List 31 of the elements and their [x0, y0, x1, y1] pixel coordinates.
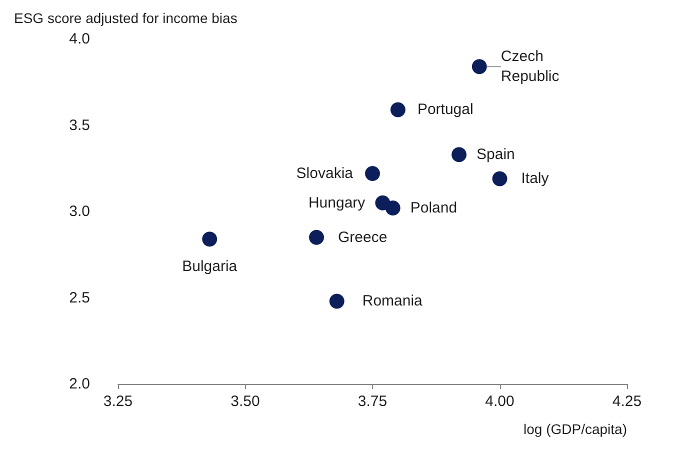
x-tick-label: 3.50	[230, 393, 260, 410]
point	[309, 230, 324, 245]
point	[385, 200, 400, 216]
point	[329, 294, 344, 309]
data-label: Czech Republic	[500, 48, 560, 86]
point	[492, 171, 508, 186]
data-label: Hungary	[308, 194, 366, 212]
y-tick-label: 3.5	[69, 116, 90, 134]
x-tick-label: 4.00	[485, 393, 514, 410]
data-label: Portugal	[417, 101, 474, 118]
data-label: Slovakia	[296, 165, 354, 182]
y-tick-label: 2.5	[69, 289, 90, 306]
y-tick-label: 2.0	[69, 376, 90, 392]
y-tick-label: 4.0	[69, 30, 90, 48]
point	[365, 166, 380, 182]
point	[452, 147, 467, 162]
y-tick-label: 3.0	[69, 203, 90, 220]
x-tick-label: 3.25	[103, 393, 133, 410]
data-label: Greece	[338, 228, 388, 246]
data-label: Romania	[362, 292, 424, 310]
point	[472, 59, 487, 74]
x-axis-title: log (GDP/capita)	[524, 421, 627, 437]
x-tick-label: 3.75	[358, 393, 388, 410]
data-label: Italy	[521, 170, 550, 188]
x-tick-label: 4.25	[612, 393, 642, 410]
data-label: Poland	[410, 200, 458, 217]
y-axis-title: ESG score adjusted for income bias	[14, 10, 238, 26]
point	[390, 102, 406, 118]
point	[202, 232, 218, 247]
data-label: Spain	[476, 146, 515, 164]
data-label: Bulgaria	[182, 258, 238, 276]
